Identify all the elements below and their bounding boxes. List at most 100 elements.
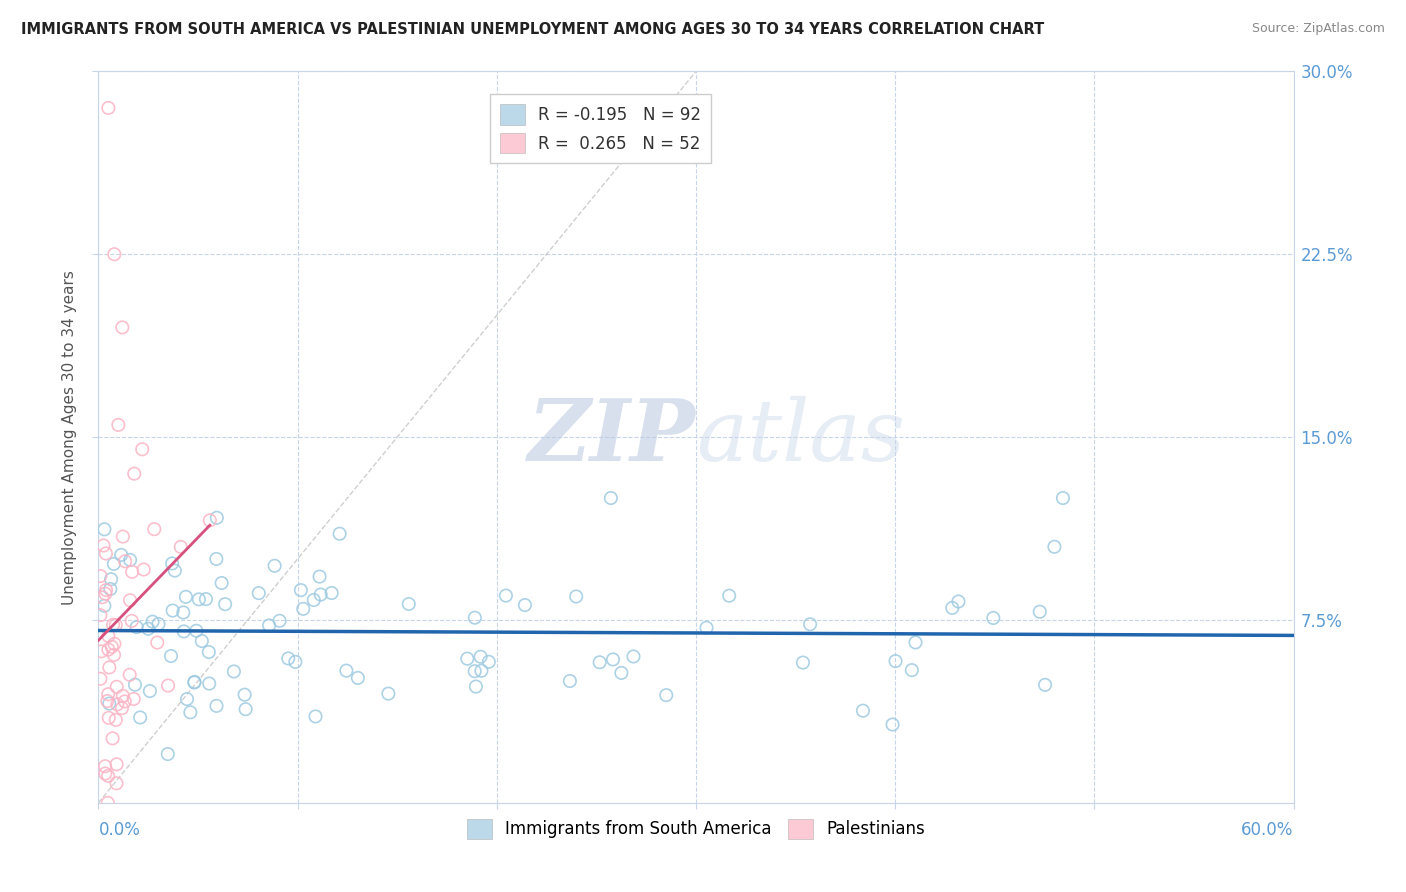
Point	[1043, 540, 1066, 554]
Point	[107, 417, 129, 432]
Point	[97, 687, 120, 701]
Point	[96, 694, 118, 708]
Point	[183, 674, 205, 689]
Point	[205, 552, 228, 566]
Point	[101, 731, 124, 746]
Point	[125, 620, 148, 634]
Point	[124, 678, 146, 692]
Point	[103, 557, 125, 571]
Point	[89, 672, 111, 686]
Point	[290, 583, 312, 598]
Point	[247, 586, 270, 600]
Point	[1029, 605, 1052, 619]
Point	[132, 563, 155, 577]
Point	[183, 675, 205, 690]
Point	[122, 692, 145, 706]
Point	[111, 701, 134, 715]
Point	[1033, 678, 1056, 692]
Point	[93, 599, 115, 613]
Point	[655, 688, 678, 702]
Point	[179, 706, 201, 720]
Point	[792, 656, 814, 670]
Point	[284, 655, 307, 669]
Point	[398, 597, 420, 611]
Point	[852, 704, 875, 718]
Point	[146, 635, 169, 649]
Text: 0.0%: 0.0%	[98, 821, 141, 839]
Point	[97, 101, 120, 115]
Point	[105, 698, 128, 712]
Point	[103, 247, 125, 261]
Point	[565, 590, 588, 604]
Point	[335, 664, 357, 678]
Point	[263, 558, 285, 573]
Point	[882, 717, 904, 731]
Point	[269, 614, 291, 628]
Point	[308, 569, 330, 583]
Point	[718, 589, 741, 603]
Point	[599, 491, 621, 505]
Point	[198, 676, 221, 690]
Point	[884, 654, 907, 668]
Point	[105, 776, 128, 790]
Point	[211, 576, 233, 591]
Point	[495, 589, 517, 603]
Point	[118, 668, 141, 682]
Point	[94, 766, 117, 780]
Point	[235, 702, 257, 716]
Point	[163, 564, 186, 578]
Point	[143, 522, 166, 536]
Point	[302, 593, 325, 607]
Point	[97, 642, 120, 657]
Point	[121, 565, 143, 579]
Point	[198, 645, 221, 659]
Point	[309, 588, 332, 602]
Point	[904, 635, 927, 649]
Point	[160, 557, 183, 571]
Point	[292, 602, 315, 616]
Point	[139, 684, 162, 698]
Point	[101, 640, 124, 654]
Point	[114, 694, 136, 708]
Y-axis label: Unemployment Among Ages 30 to 34 years: Unemployment Among Ages 30 to 34 years	[62, 269, 77, 605]
Point	[981, 611, 1004, 625]
Point	[93, 522, 115, 536]
Point	[191, 634, 214, 648]
Point	[187, 592, 209, 607]
Point	[97, 796, 120, 810]
Point	[98, 697, 121, 711]
Point	[513, 598, 536, 612]
Point	[120, 553, 142, 567]
Point	[941, 601, 963, 615]
Point	[97, 711, 120, 725]
Point	[478, 655, 501, 669]
Point	[104, 713, 127, 727]
Point	[91, 591, 114, 605]
Point	[205, 698, 228, 713]
Point	[329, 526, 352, 541]
Point	[172, 606, 194, 620]
Point	[321, 586, 343, 600]
Legend: Immigrants from South America, Palestinians: Immigrants from South America, Palestini…	[460, 812, 932, 846]
Point	[186, 624, 208, 638]
Point	[160, 648, 183, 663]
Point	[602, 652, 624, 666]
Point	[464, 611, 486, 625]
Point	[589, 655, 612, 669]
Point	[105, 757, 128, 772]
Point	[162, 604, 184, 618]
Point	[464, 664, 486, 678]
Point	[131, 442, 153, 457]
Point	[120, 593, 142, 607]
Point	[696, 621, 718, 635]
Text: 60.0%: 60.0%	[1241, 821, 1294, 839]
Point	[110, 548, 132, 562]
Point	[170, 540, 193, 554]
Point	[94, 582, 117, 597]
Point	[198, 513, 221, 527]
Point	[94, 759, 117, 773]
Point	[142, 615, 165, 629]
Point	[129, 710, 152, 724]
Point	[1052, 491, 1074, 505]
Point	[98, 660, 121, 674]
